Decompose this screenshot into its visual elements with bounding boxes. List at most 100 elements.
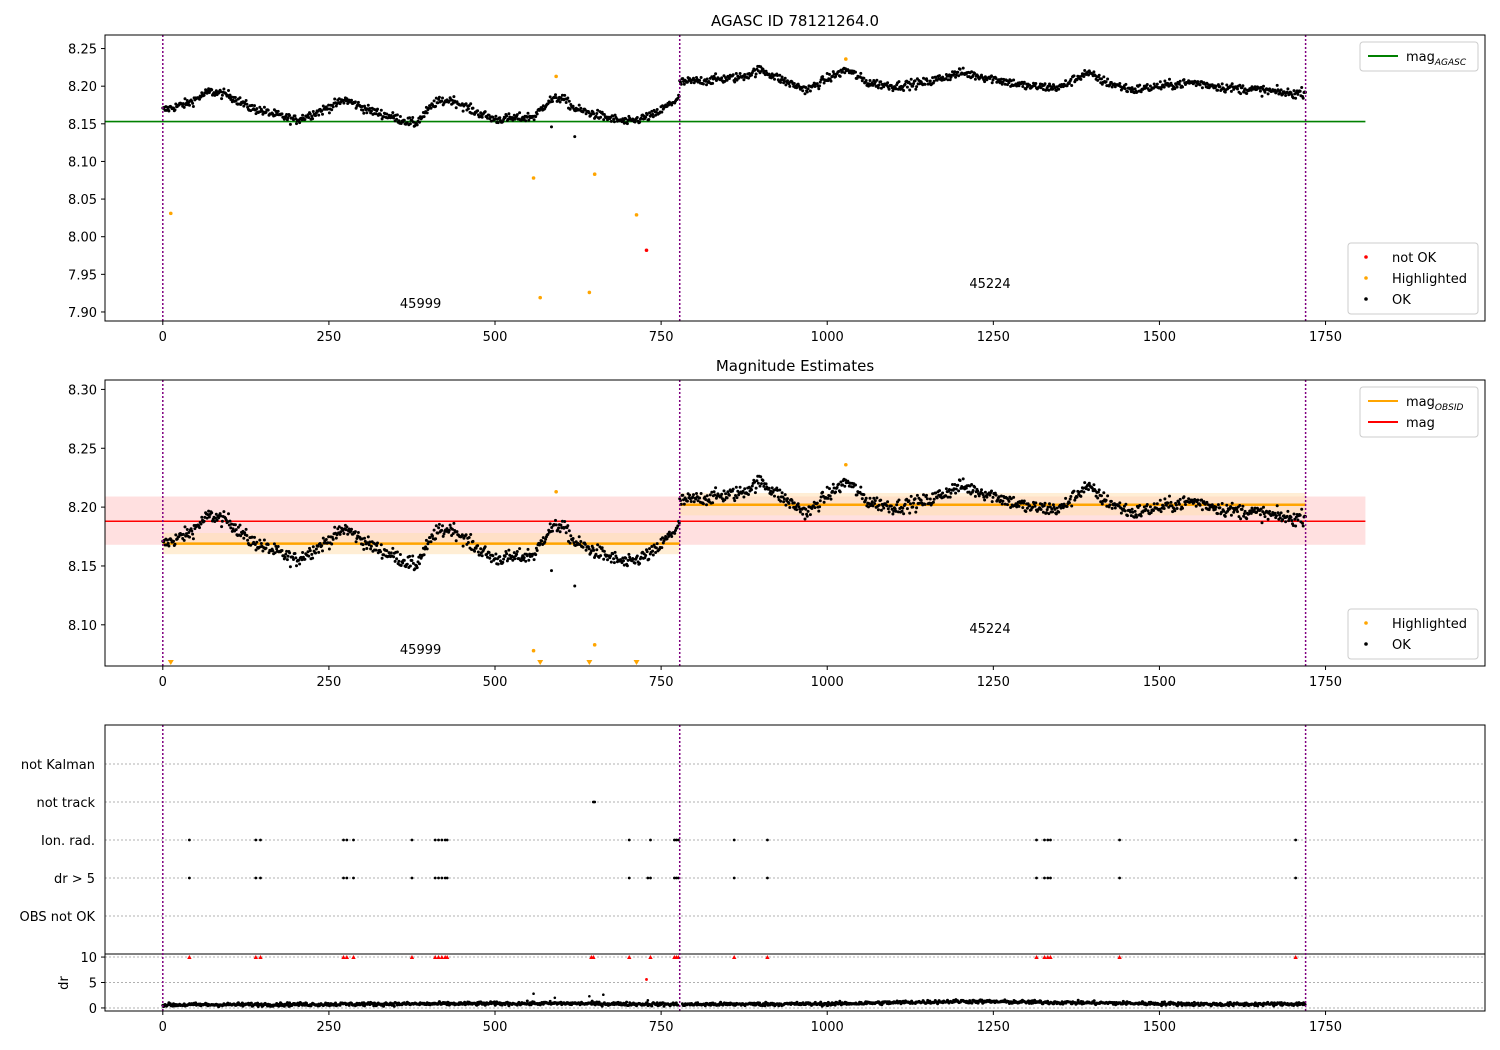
ok-point [689, 81, 693, 85]
ok-point [701, 82, 705, 86]
x-tick-label: 1000 [811, 675, 844, 690]
ok-point [704, 498, 708, 501]
ok-point [1205, 500, 1209, 504]
ok-point [804, 507, 808, 511]
ok-point [905, 85, 909, 89]
dr-point [1163, 1000, 1166, 1004]
ok-point [954, 487, 958, 491]
ok-point [731, 487, 735, 491]
ok-point [685, 80, 689, 84]
ok-point [990, 74, 993, 78]
ok-point [1090, 486, 1094, 490]
ok-point [1043, 82, 1047, 86]
y-tick-label: 8.10 [68, 619, 97, 634]
ok-point [424, 545, 428, 549]
ok-point [227, 512, 230, 516]
ok-point [210, 511, 214, 515]
ok-point [344, 528, 348, 532]
dr-clipped-marker [1048, 955, 1053, 960]
ok-point [398, 115, 402, 118]
ok-point [711, 501, 715, 505]
ok-point [681, 77, 685, 81]
ok-point [255, 107, 259, 111]
ok-point [1075, 495, 1079, 499]
ok-point [298, 121, 302, 125]
flag-point [433, 838, 437, 842]
ok-point [1168, 494, 1171, 498]
ok-point [227, 523, 231, 527]
ok-point [958, 67, 962, 71]
ok-point [798, 510, 802, 514]
ok-point [476, 109, 480, 113]
ok-point [1182, 495, 1186, 499]
ok-point [466, 107, 470, 111]
dr-clipped-marker [732, 955, 737, 960]
ok-point [411, 120, 415, 124]
ok-point [994, 493, 998, 497]
ok-point [1275, 514, 1278, 518]
ok-point [1007, 81, 1011, 85]
ok-point [461, 544, 465, 548]
ok-point [245, 534, 249, 537]
ok-point [983, 490, 987, 494]
ok-point [1138, 504, 1142, 507]
flag-row-label: not Kalman [21, 758, 95, 773]
ok-point [1222, 509, 1226, 513]
x-tick-label: 1000 [811, 330, 844, 345]
ok-point [991, 78, 995, 82]
ok-point [1051, 510, 1055, 514]
ok-point [938, 74, 941, 78]
ok-point [1096, 496, 1100, 500]
ok-point [976, 489, 980, 493]
ok-point [311, 117, 315, 121]
ok-point [776, 488, 779, 492]
ok-point [1139, 90, 1143, 94]
ok-point [238, 96, 242, 100]
flag-point [593, 800, 597, 804]
ok-point [1155, 502, 1159, 506]
ok-point [896, 87, 900, 91]
ok-point [379, 543, 383, 547]
ok-point [485, 552, 489, 556]
ok-point [931, 500, 935, 504]
ok-point [483, 110, 487, 114]
ok-point [1285, 514, 1289, 518]
ok-point [172, 539, 175, 543]
ok-point [422, 115, 426, 119]
legend-dot-swatch [1364, 297, 1368, 301]
ok-point [626, 118, 630, 122]
ok-point [389, 551, 393, 555]
ok-point [337, 97, 341, 101]
ok-point [1220, 502, 1224, 505]
ok-point [794, 505, 798, 509]
ok-point [1092, 70, 1096, 74]
ok-point [806, 87, 810, 91]
plot-frame [104, 724, 1486, 1012]
ok-point [815, 82, 819, 86]
x-tick-label: 1750 [1309, 1020, 1342, 1035]
ok-point [1109, 499, 1113, 503]
ok-point [946, 78, 950, 82]
ok-point [714, 486, 718, 490]
ok-point [670, 103, 674, 107]
ok-point [566, 524, 570, 528]
ok-point [249, 543, 253, 547]
ok-point [1134, 513, 1138, 517]
ok-point [915, 85, 919, 89]
highlighted-point [592, 643, 597, 647]
ok-point [1142, 505, 1146, 509]
ok-point [1024, 87, 1028, 91]
ok-point [862, 493, 866, 497]
ok-point [705, 83, 708, 87]
ok-point [801, 89, 805, 93]
y-tick-label: 8.20 [68, 80, 97, 95]
ok-point [215, 518, 219, 522]
ok-point [242, 104, 246, 108]
ok-point [818, 505, 822, 509]
ok-point [1087, 488, 1090, 492]
ok-point [1253, 85, 1257, 89]
ok-point [795, 86, 799, 90]
ok-point [1024, 510, 1028, 513]
ok-point [408, 116, 412, 120]
ok-point [1260, 521, 1264, 525]
